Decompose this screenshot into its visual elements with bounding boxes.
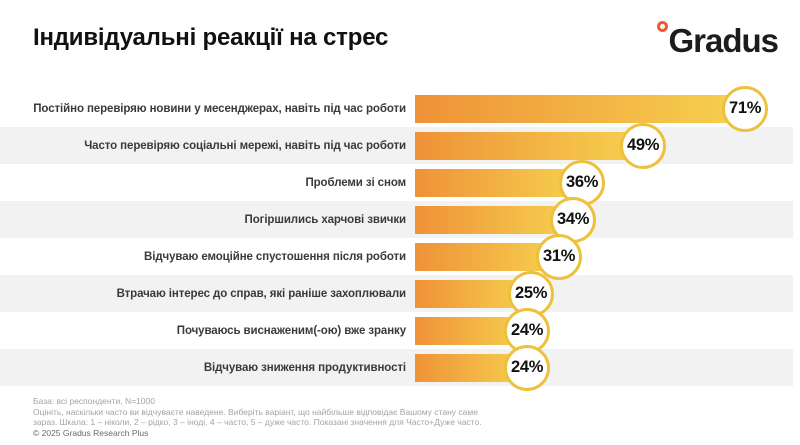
chart-row: Постійно перевіряю новини у месенджерах,…: [0, 85, 793, 132]
chart-row: Втрачаю інтерес до справ, які раніше зах…: [0, 270, 793, 317]
bar: [415, 168, 582, 197]
value-bubble: 24%: [504, 344, 550, 391]
bar: [415, 94, 745, 123]
bar: [415, 205, 573, 234]
bar: [415, 242, 559, 271]
chart-row: Відчуваю зниження продуктивності 24%: [0, 344, 793, 391]
bar-track: 24%: [415, 307, 793, 354]
bar-track: 31%: [415, 233, 793, 280]
category-label: Відчуваю зниження продуктивності: [203, 361, 406, 374]
chart-row: Погіршились харчові звички 34%: [0, 196, 793, 243]
bar-track: 34%: [415, 196, 793, 243]
category-label: Почуваюсь виснаженим(-ою) вже зранку: [176, 324, 406, 337]
value-bubble: 24%: [504, 307, 550, 354]
bar-track: 25%: [415, 270, 793, 317]
chart-row: Часто перевіряю соціальні мережі, навіть…: [0, 122, 793, 169]
value-bubble: 71%: [722, 85, 768, 132]
page-title: Індивідуальні реакції на стрес: [33, 24, 389, 51]
category-label: Проблеми зі сном: [305, 176, 406, 189]
value-bubble: 31%: [536, 233, 582, 280]
bar-track: 71%: [415, 85, 793, 132]
copyright: © 2025 Gradus Research Plus: [33, 427, 149, 438]
chart-row: Проблеми зі сном 36%: [0, 159, 793, 206]
bar-track: 36%: [415, 159, 793, 206]
footnote-base: База: всі респонденти, N=1000: [33, 396, 155, 406]
chart-row: Почуваюсь виснаженим(-ою) вже зранку 24%: [0, 307, 793, 354]
header: Індивідуальні реакції на стрес Gradus: [0, 0, 800, 88]
footnote: База: всі респонденти, N=1000 Оцініть, н…: [33, 396, 482, 438]
footnote-question-line1: Оцініть, наскільки часто ви відчуваєте н…: [33, 406, 478, 417]
bar-track: 49%: [415, 122, 793, 169]
logo-text: Gradus: [668, 22, 779, 59]
bar-chart: Постійно перевіряю новини у месенджерах,…: [0, 85, 793, 391]
category-label: Часто перевіряю соціальні мережі, навіть…: [84, 139, 406, 152]
bar-track: 24%: [415, 344, 793, 391]
value-bubble: 49%: [620, 122, 666, 169]
category-label: Постійно перевіряю новини у месенджерах,…: [33, 102, 406, 115]
degree-ring-icon: [657, 21, 669, 32]
category-label: Погіршились харчові звички: [244, 213, 407, 226]
bar: [415, 131, 643, 160]
gradus-logo: Gradus: [657, 16, 779, 59]
category-label: Відчуваю емоційне спустошення після робо…: [144, 250, 406, 263]
chart-row: Відчуваю емоційне спустошення після робо…: [0, 233, 793, 280]
category-label: Втрачаю інтерес до справ, які раніше зах…: [116, 287, 407, 300]
footnote-question-line2: зараз. Шкала: 1 – ніколи, 2 – рідко, 3 –…: [33, 417, 482, 427]
